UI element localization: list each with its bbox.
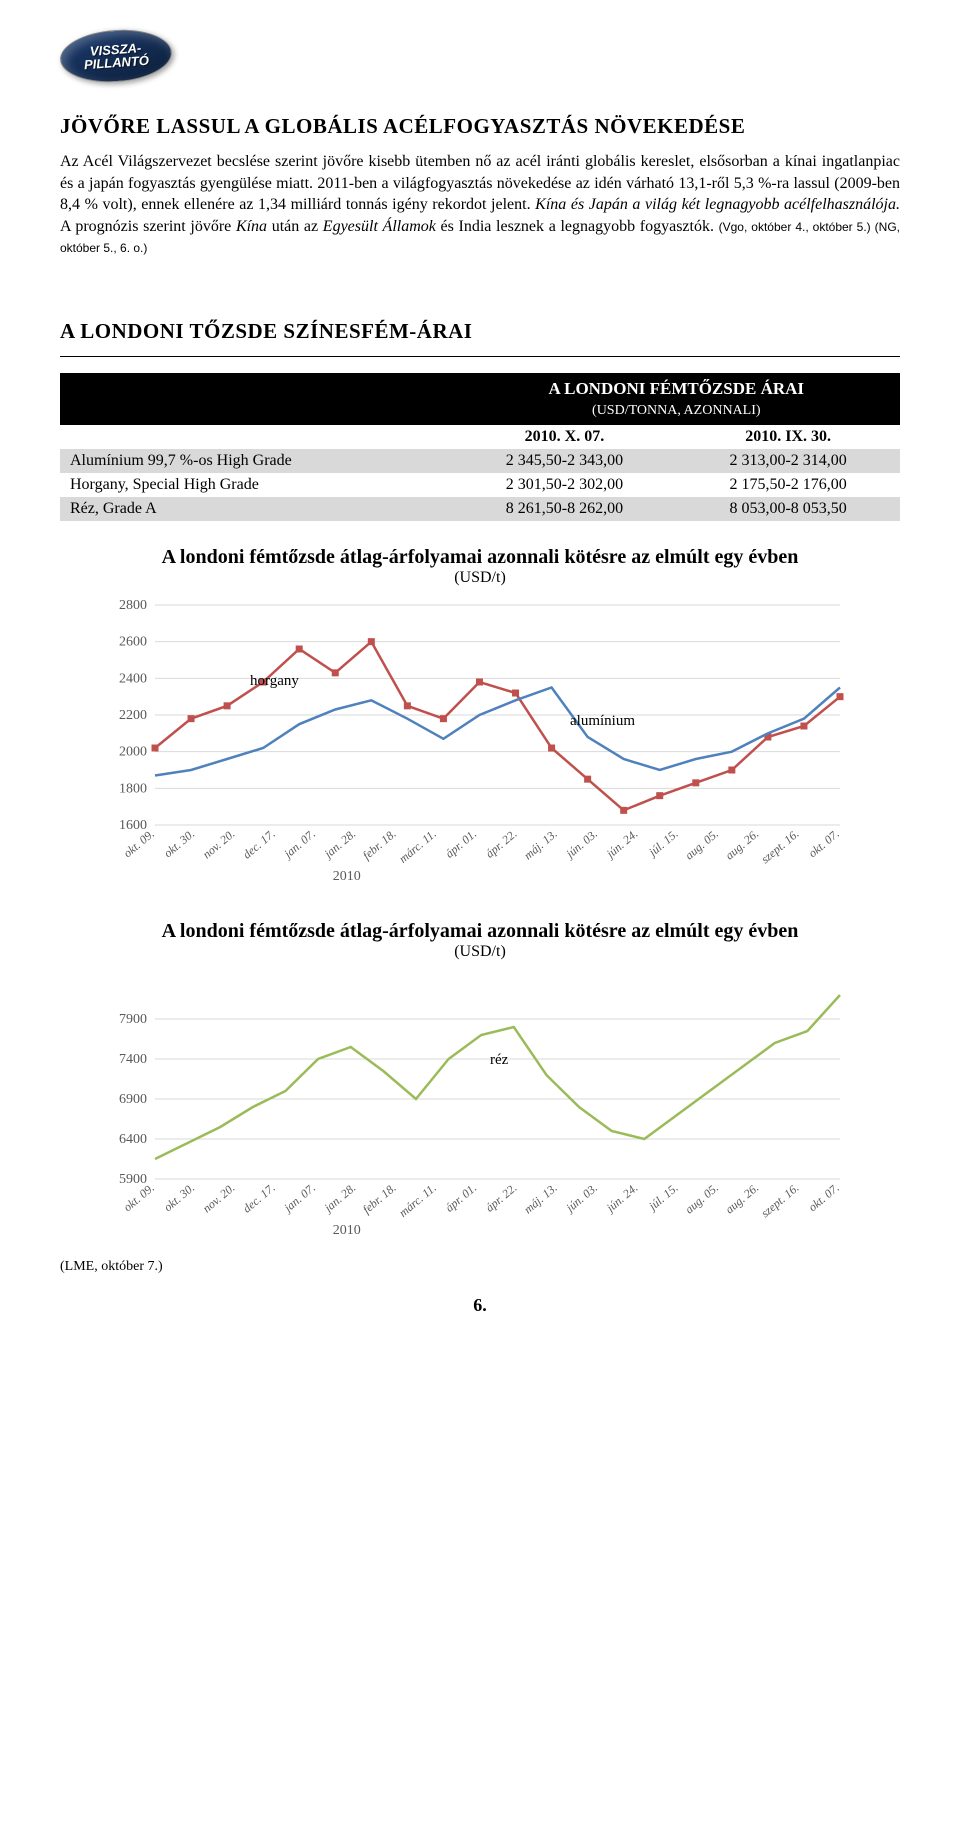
svg-text:jún. 24.: jún. 24. bbox=[602, 827, 640, 862]
table-row-v1: 8 261,50-8 262,00 bbox=[453, 497, 677, 521]
svg-text:márc. 11.: márc. 11. bbox=[396, 1181, 439, 1220]
chart2-svg: 59006400690074007900okt. 09.okt. 30.nov.… bbox=[100, 969, 860, 1249]
chart1-title: A londoni fémtőzsde átlag-árfolyamai azo… bbox=[100, 545, 860, 569]
svg-text:szept. 16.: szept. 16. bbox=[758, 1181, 801, 1221]
svg-text:márc. 11.: márc. 11. bbox=[396, 827, 439, 866]
svg-text:nov. 20.: nov. 20. bbox=[200, 1181, 238, 1216]
table-row-v1: 2 301,50-2 302,00 bbox=[453, 473, 677, 497]
svg-text:febr. 18.: febr. 18. bbox=[360, 827, 399, 863]
chart1-container: A londoni fémtőzsde átlag-árfolyamai azo… bbox=[100, 545, 860, 895]
svg-text:2010: 2010 bbox=[333, 1223, 361, 1238]
svg-text:jan. 07.: jan. 07. bbox=[280, 1181, 318, 1216]
svg-text:ápr. 22.: ápr. 22. bbox=[483, 1181, 520, 1215]
retrospective-badge: VISSZA- PILLANTÓ bbox=[60, 30, 180, 90]
svg-text:aug. 26.: aug. 26. bbox=[722, 827, 761, 863]
svg-text:aug. 05.: aug. 05. bbox=[682, 1181, 721, 1217]
svg-text:2010: 2010 bbox=[333, 869, 361, 884]
table-row: Horgany, Special High Grade2 301,50-2 30… bbox=[60, 473, 900, 497]
svg-text:jún. 24.: jún. 24. bbox=[602, 1181, 640, 1216]
chart2-subtitle: (USD/t) bbox=[100, 943, 860, 961]
svg-text:júl. 15.: júl. 15. bbox=[644, 827, 680, 861]
table-col2-date: 2010. IX. 30. bbox=[676, 425, 900, 449]
page-number: 6. bbox=[60, 1295, 900, 1316]
svg-text:jún. 03.: jún. 03. bbox=[562, 827, 600, 862]
svg-text:dec. 17.: dec. 17. bbox=[240, 1181, 278, 1216]
svg-text:okt. 30.: okt. 30. bbox=[161, 827, 197, 861]
svg-text:jan. 28.: jan. 28. bbox=[320, 1181, 358, 1216]
chart1-subtitle: (USD/t) bbox=[100, 569, 860, 587]
svg-text:2600: 2600 bbox=[119, 635, 147, 650]
svg-text:szept. 16.: szept. 16. bbox=[758, 827, 801, 867]
svg-text:febr. 18.: febr. 18. bbox=[360, 1181, 399, 1217]
chart2-container: A londoni fémtőzsde átlag-árfolyamai azo… bbox=[100, 919, 860, 1249]
svg-text:jan. 28.: jan. 28. bbox=[320, 827, 358, 862]
table-row-v1: 2 345,50-2 343,00 bbox=[453, 449, 677, 473]
svg-text:okt. 07.: okt. 07. bbox=[806, 1181, 842, 1215]
table-row-v2: 2 313,00-2 314,00 bbox=[676, 449, 900, 473]
svg-text:ápr. 22.: ápr. 22. bbox=[483, 827, 520, 861]
svg-text:7400: 7400 bbox=[119, 1052, 147, 1067]
table-row-label: Réz, Grade A bbox=[60, 497, 453, 521]
svg-text:dec. 17.: dec. 17. bbox=[240, 827, 278, 862]
svg-text:horgany: horgany bbox=[250, 673, 299, 689]
svg-text:ápr. 01.: ápr. 01. bbox=[442, 1181, 479, 1215]
table-header-blank bbox=[60, 373, 453, 425]
svg-text:aug. 26.: aug. 26. bbox=[722, 1181, 761, 1217]
svg-text:2400: 2400 bbox=[119, 671, 147, 686]
chart2-title: A londoni fémtőzsde átlag-árfolyamai azo… bbox=[100, 919, 860, 943]
section1-title: JÖVŐRE LASSUL A GLOBÁLIS ACÉLFOGYASZTÁS … bbox=[60, 114, 900, 139]
badge-line2: PILLANTÓ bbox=[84, 53, 150, 72]
table-row-v2: 2 175,50-2 176,00 bbox=[676, 473, 900, 497]
price-table: A LONDONI FÉMTŐZSDE ÁRAI (USD/TONNA, AZO… bbox=[60, 373, 900, 521]
svg-text:alumínium: alumínium bbox=[570, 713, 635, 729]
table-row: Réz, Grade A8 261,50-8 262,008 053,00-8 … bbox=[60, 497, 900, 521]
table-row-v2: 8 053,00-8 053,50 bbox=[676, 497, 900, 521]
svg-text:1800: 1800 bbox=[119, 781, 147, 796]
svg-text:7900: 7900 bbox=[119, 1012, 147, 1027]
section1-paragraph: Az Acél Világszervezet becslése szerint … bbox=[60, 151, 900, 259]
svg-text:2200: 2200 bbox=[119, 708, 147, 723]
table-row-label: Horgany, Special High Grade bbox=[60, 473, 453, 497]
section2-title: A LONDONI TŐZSDE SZÍNESFÉM-ÁRAI bbox=[60, 319, 900, 344]
table-row: Alumínium 99,7 %-os High Grade2 345,50-2… bbox=[60, 449, 900, 473]
svg-text:okt. 30.: okt. 30. bbox=[161, 1181, 197, 1215]
table-header-main: A LONDONI FÉMTŐZSDE ÁRAI (USD/TONNA, AZO… bbox=[453, 373, 900, 425]
table-col1-date: 2010. X. 07. bbox=[453, 425, 677, 449]
table-blank-cell bbox=[60, 425, 453, 449]
svg-text:máj. 13.: máj. 13. bbox=[521, 827, 560, 863]
svg-text:júl. 15.: júl. 15. bbox=[644, 1181, 680, 1215]
footer-source: (LME, október 7.) bbox=[60, 1259, 900, 1275]
svg-text:6900: 6900 bbox=[119, 1092, 147, 1107]
svg-text:ápr. 01.: ápr. 01. bbox=[442, 827, 479, 861]
svg-text:okt. 07.: okt. 07. bbox=[806, 827, 842, 861]
svg-text:aug. 05.: aug. 05. bbox=[682, 827, 721, 863]
svg-text:2800: 2800 bbox=[119, 598, 147, 613]
svg-text:jan. 07.: jan. 07. bbox=[280, 827, 318, 862]
table-row-label: Alumínium 99,7 %-os High Grade bbox=[60, 449, 453, 473]
svg-text:máj. 13.: máj. 13. bbox=[521, 1181, 560, 1217]
chart1-svg: 1600180020002200240026002800okt. 09.okt.… bbox=[100, 595, 860, 895]
svg-text:2000: 2000 bbox=[119, 745, 147, 760]
svg-text:nov. 20.: nov. 20. bbox=[200, 827, 238, 862]
svg-text:6400: 6400 bbox=[119, 1132, 147, 1147]
svg-text:réz: réz bbox=[490, 1052, 509, 1068]
section2-underline bbox=[60, 356, 900, 357]
svg-text:jún. 03.: jún. 03. bbox=[562, 1181, 600, 1216]
